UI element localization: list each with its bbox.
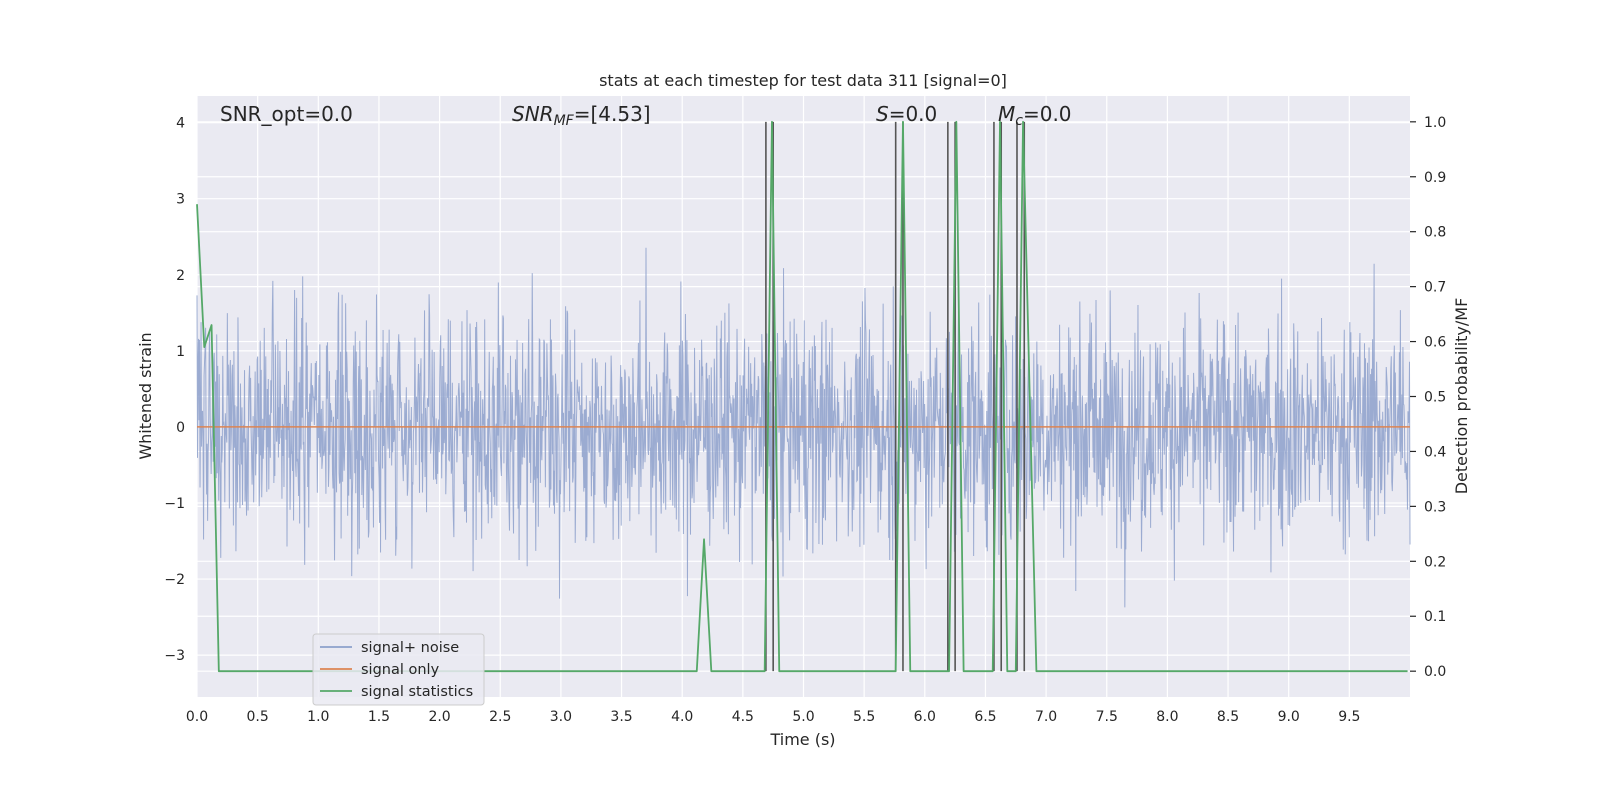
x-tick-label-2: 1.0 (307, 709, 329, 725)
x-ticks: 0.0 0.5 1.0 1.5 2.0 2.5 3.0 3.5 4.0 4.5 5.0 5.5 6.0 6… (186, 709, 1361, 725)
y-right-tick-label-6: 0.4 (1424, 444, 1446, 460)
annotation-s: S=0.0 (876, 102, 937, 126)
y-right-tick-label-7: 0.3 (1424, 499, 1446, 515)
annotation-mc-base: M (998, 102, 1015, 126)
y-right-tick-label-9: 0.1 (1424, 609, 1446, 625)
line-signal-noise (196, 247, 1411, 608)
chart-title: stats at each timestep for test data 311… (599, 71, 1007, 90)
x-tick-label-7: 3.5 (610, 709, 632, 725)
y-left-axis-label: Whitened strain (136, 332, 155, 459)
y-right-tick-label-2: 0.8 (1424, 225, 1446, 241)
y-right-tick-label-1: 0.9 (1424, 170, 1446, 186)
legend-label-signal-statistics: signal statistics (361, 684, 473, 700)
y-right-tick-label-4: 0.6 (1424, 335, 1446, 351)
annotation-s-label: S (876, 102, 889, 126)
legend-label-signal-only: signal only (361, 662, 440, 678)
y-left-tick-label-7: −3 (164, 648, 185, 664)
x-tick-label-14: 7.0 (1035, 709, 1057, 725)
y-left-tick-label-0: 4 (176, 116, 185, 132)
x-tick-label-1: 0.5 (247, 709, 269, 725)
x-tick-label-16: 8.0 (1156, 709, 1178, 725)
annotation-snr-mf: SNRMF=[4.53] (512, 102, 651, 129)
y-right-ticks: 1.0 0.9 0.8 0.7 0.6 0.5 0.4 0.3 0.2 0.1 0.0 (1410, 115, 1446, 680)
x-tick-label-4: 2.0 (428, 709, 450, 725)
annotation-snr-opt: SNR_opt=0.0 (220, 102, 353, 126)
x-tick-label-15: 7.5 (1096, 709, 1118, 725)
x-tick-label-19: 9.5 (1338, 709, 1360, 725)
annotation-snr-mf-value: =[4.53] (574, 102, 651, 126)
series-signal-statistics (196, 120, 1408, 673)
y-left-tick-label-5: −1 (164, 496, 185, 512)
y-right-tick-label-10: 0.0 (1424, 664, 1446, 680)
annotation-mc: Mc=0.0 (998, 102, 1072, 129)
x-tick-label-0: 0.0 (186, 709, 208, 725)
legend-box (312, 633, 485, 706)
annotation-s-value: =0.0 (889, 102, 938, 126)
series-signal-noise (196, 247, 1411, 608)
y-right-axis-label: Detection probability/MF (1452, 298, 1471, 495)
x-tick-label-17: 8.5 (1217, 709, 1239, 725)
y-right-tick-label-5: 0.5 (1424, 390, 1446, 406)
legend-label-signal-noise: signal+ noise (361, 640, 459, 656)
x-tick-label-12: 6.0 (914, 709, 936, 725)
x-axis-label: Time (s) (769, 730, 835, 749)
y-left-tick-label-1: 3 (176, 192, 185, 208)
x-tick-label-6: 3.0 (550, 709, 572, 725)
y-right-tick-label-0: 1.0 (1424, 115, 1446, 131)
x-tick-label-8: 4.0 (671, 709, 693, 725)
x-tick-label-9: 4.5 (732, 709, 754, 725)
y-left-tick-label-3: 1 (176, 344, 185, 360)
y-right-tick-label-8: 0.2 (1424, 554, 1446, 570)
annotation-mc-sub: c (1015, 113, 1023, 129)
line-signal-statistics (196, 120, 1408, 673)
annotation-snr-mf-base: SNR (512, 102, 554, 126)
x-tick-label-18: 9.0 (1278, 709, 1300, 725)
legend: signal+ noise signal only signal statist… (312, 633, 485, 706)
y-left-tick-label-2: 2 (176, 268, 185, 284)
x-tick-label-13: 6.5 (974, 709, 996, 725)
annotation-mc-value: =0.0 (1023, 102, 1072, 126)
x-tick-label-11: 5.5 (853, 709, 875, 725)
x-tick-label-10: 5.0 (792, 709, 814, 725)
annotation-snr-mf-sub: MF (554, 113, 575, 129)
y-right-tick-label-3: 0.7 (1424, 280, 1446, 296)
x-tick-label-5: 2.5 (489, 709, 511, 725)
y-left-tick-label-6: −2 (164, 572, 185, 588)
y-left-ticks: 4 3 2 1 0 −1 −2 −3 (164, 116, 185, 665)
y-left-tick-label-4: 0 (176, 420, 185, 436)
x-tick-label-3: 1.5 (368, 709, 390, 725)
